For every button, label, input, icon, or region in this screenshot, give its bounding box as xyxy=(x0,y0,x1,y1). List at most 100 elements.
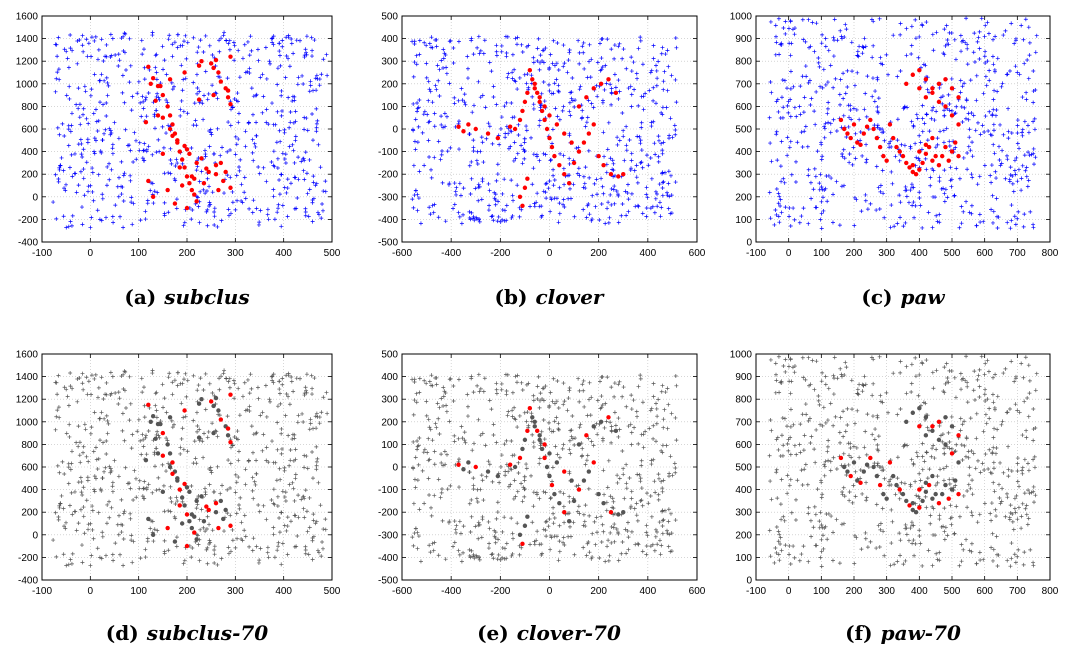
background-point xyxy=(551,167,556,172)
background-point xyxy=(77,38,82,43)
background-point xyxy=(775,158,780,163)
background-point xyxy=(478,48,483,53)
background-point xyxy=(237,164,241,169)
background-point xyxy=(91,198,96,203)
y-tick-label: 500 xyxy=(381,350,398,361)
background-point xyxy=(509,516,514,521)
background-point xyxy=(983,114,988,119)
background-point xyxy=(473,524,478,529)
background-point xyxy=(605,544,610,549)
background-point xyxy=(648,408,653,413)
background-point xyxy=(254,120,259,125)
y-tick-label: -500 xyxy=(378,238,398,249)
background-point xyxy=(910,203,915,208)
background-point xyxy=(1015,141,1020,146)
background-point xyxy=(629,442,634,447)
background-point xyxy=(790,27,795,32)
background-point xyxy=(457,552,462,557)
background-point xyxy=(433,83,438,88)
background-point xyxy=(467,132,472,137)
background-point xyxy=(520,161,525,166)
background-point xyxy=(280,446,285,451)
background-point xyxy=(957,563,962,568)
cluster-point-kept xyxy=(211,403,216,409)
cluster-point xyxy=(930,135,935,141)
background-point xyxy=(234,142,239,147)
cluster-point xyxy=(598,81,604,87)
background-point xyxy=(121,511,126,516)
background-point xyxy=(219,218,224,223)
background-point xyxy=(966,117,971,122)
background-point xyxy=(175,32,180,37)
cluster-point xyxy=(525,90,530,96)
background-point xyxy=(113,53,118,58)
background-point xyxy=(316,480,321,485)
background-point xyxy=(895,559,900,564)
background-point xyxy=(251,158,256,163)
background-point xyxy=(422,447,427,452)
background-point xyxy=(952,531,957,536)
background-point xyxy=(280,203,285,208)
background-point xyxy=(908,526,913,531)
background-point xyxy=(937,558,942,563)
y-tick-label: 100 xyxy=(381,440,398,451)
background-point xyxy=(995,89,1000,94)
background-point xyxy=(965,167,970,172)
cluster-point xyxy=(606,77,611,82)
background-point xyxy=(551,511,556,516)
background-point xyxy=(444,114,449,119)
background-point xyxy=(469,159,474,164)
background-point xyxy=(205,207,210,212)
background-point xyxy=(275,548,280,553)
background-point xyxy=(904,391,909,396)
background-point xyxy=(849,455,854,460)
background-point xyxy=(653,152,658,157)
background-point xyxy=(989,501,994,506)
background-point xyxy=(151,201,156,206)
background-point xyxy=(655,191,660,196)
background-point xyxy=(791,422,796,427)
background-point xyxy=(947,446,952,451)
background-point xyxy=(837,430,842,435)
background-point xyxy=(260,110,265,115)
background-point xyxy=(629,529,634,534)
background-point xyxy=(472,218,477,223)
cluster-point-kept xyxy=(179,495,185,500)
background-point xyxy=(625,190,630,195)
background-point xyxy=(969,172,974,177)
background-point xyxy=(164,410,169,415)
background-point xyxy=(567,50,572,55)
cluster-point xyxy=(182,143,187,149)
background-point xyxy=(982,501,987,506)
cluster-point-kept xyxy=(539,446,545,452)
background-point xyxy=(672,461,677,466)
background-point xyxy=(323,189,328,194)
background-point xyxy=(239,182,244,187)
background-point xyxy=(66,224,71,229)
background-point xyxy=(292,432,297,437)
background-point xyxy=(903,188,908,193)
background-point xyxy=(250,112,255,117)
background-point xyxy=(175,370,180,375)
background-point xyxy=(457,214,462,219)
background-point xyxy=(139,452,144,457)
background-point xyxy=(487,60,492,65)
background-point xyxy=(146,144,151,149)
background-point xyxy=(774,187,779,191)
background-point xyxy=(104,100,109,105)
background-point xyxy=(81,450,86,455)
background-point xyxy=(798,450,803,455)
background-point xyxy=(1005,495,1010,500)
cluster-point-kept xyxy=(522,437,528,443)
background-point xyxy=(110,146,115,151)
background-point xyxy=(850,69,855,74)
background-point xyxy=(462,100,467,105)
background-point xyxy=(611,161,616,166)
cluster-point xyxy=(956,153,961,159)
background-point xyxy=(247,206,252,211)
cluster-point xyxy=(155,113,161,118)
background-point xyxy=(814,359,819,364)
background-point xyxy=(774,212,779,217)
background-point xyxy=(648,155,653,160)
background-point xyxy=(154,70,159,75)
